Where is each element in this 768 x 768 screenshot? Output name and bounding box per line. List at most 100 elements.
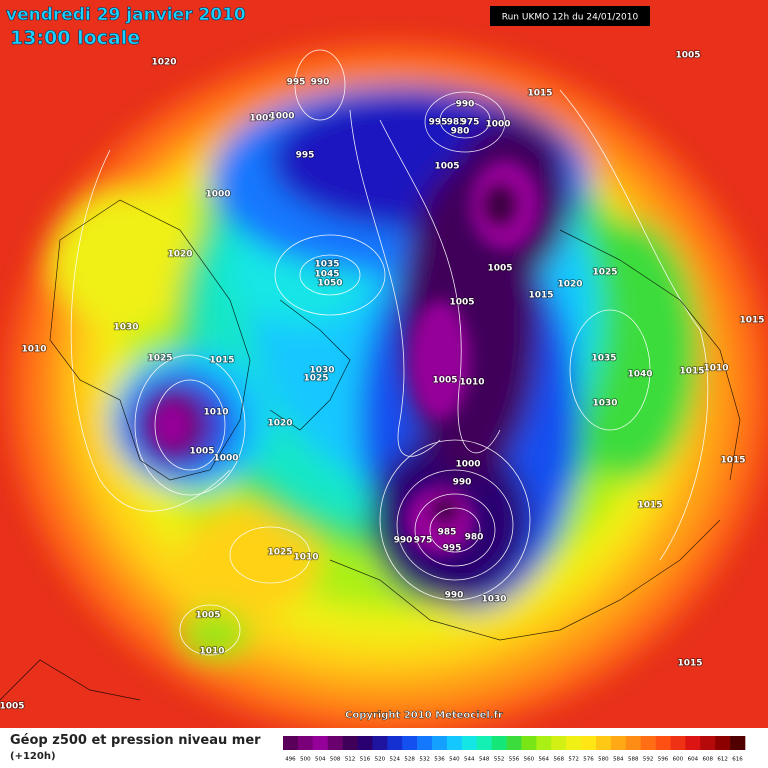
legend-label: 512 <box>345 757 356 763</box>
isobar-label: 1005 <box>449 298 474 308</box>
isobar-label: 1030 <box>481 595 506 605</box>
legend-swatch <box>432 736 448 750</box>
isobar-label: 1015 <box>679 367 704 377</box>
legend-swatch <box>372 736 388 750</box>
legend-label: 556 <box>509 757 520 763</box>
legend-swatch <box>730 736 746 750</box>
isobar-label: 995 <box>287 78 306 88</box>
isobar-label: 1005 <box>195 611 220 621</box>
legend-label: 572 <box>568 757 579 763</box>
legend-label: 576 <box>583 757 594 763</box>
isobar-label: 990 <box>445 591 464 601</box>
isobar-label: 1020 <box>167 250 192 260</box>
run-label: Run UKMO 12h du 24/01/2010 <box>502 13 639 23</box>
field <box>0 0 768 735</box>
copyright: Copyright 2010 Meteociel.fr <box>345 710 503 721</box>
legend-label: 612 <box>717 757 728 763</box>
legend-label: 596 <box>658 757 669 763</box>
isobar-label: 995 <box>443 544 462 554</box>
legend-label: 540 <box>449 757 460 763</box>
isobar-label: 1025 <box>147 354 172 364</box>
legend-swatch <box>610 736 627 750</box>
legend-swatch <box>283 736 299 750</box>
isobar-label: 1000 <box>269 112 294 122</box>
legend-label: 580 <box>598 757 609 763</box>
isobar-label: 1015 <box>209 356 234 366</box>
time-title: 13:00 locale <box>10 27 140 49</box>
legend-swatch <box>536 736 552 750</box>
legend-swatch <box>461 736 478 750</box>
isobar-label: 1010 <box>459 378 484 388</box>
isobar-label: 1015 <box>528 291 553 301</box>
legend-swatch <box>476 736 492 750</box>
legend-swatch <box>342 736 358 750</box>
isobar-label: 1010 <box>203 408 228 418</box>
legend-label: 544 <box>464 757 475 763</box>
legend-swatch <box>640 736 656 750</box>
legend-swatch <box>417 736 433 750</box>
legend-swatch <box>670 736 686 750</box>
footer-title: Géop z500 et pression niveau mer <box>10 733 261 748</box>
isobar-label: 1005 <box>189 447 214 457</box>
isobar-label: 1005 <box>487 264 512 274</box>
legend-label: 496 <box>285 757 296 763</box>
isobar-label: 990 <box>456 100 475 110</box>
isobar-label: 985 <box>447 118 466 128</box>
isobar-label: 1000 <box>455 460 480 470</box>
isobar-label: 1020 <box>557 280 582 290</box>
isobar-label: 1045 <box>314 270 339 280</box>
legend-swatch <box>402 736 418 750</box>
isobar-label: 1010 <box>21 345 46 355</box>
legend-label: 520 <box>375 757 386 763</box>
isobar-label: 1000 <box>205 190 230 200</box>
legend-label: 600 <box>673 757 684 763</box>
legend-swatch <box>327 736 343 750</box>
legend-swatch <box>625 736 641 750</box>
legend-label: 508 <box>330 757 341 763</box>
isobar-label: 1005 <box>434 162 459 172</box>
legend-label: 568 <box>553 757 564 763</box>
isobar-label: 995 <box>296 151 315 161</box>
legend-label: 528 <box>404 757 415 763</box>
isobar-label: 1010 <box>199 647 224 657</box>
isobar-label: 1025 <box>592 268 617 278</box>
legend-swatch <box>655 736 671 750</box>
legend-label: 532 <box>419 757 430 763</box>
isobar-label: 1005 <box>249 114 274 124</box>
legend-label: 536 <box>434 757 445 763</box>
isobar-label: 1020 <box>151 58 176 68</box>
isobar-label: 1015 <box>720 456 745 466</box>
isobar-label: 1035 <box>314 260 339 270</box>
isobar-label: 1025 <box>267 548 292 558</box>
isobar-label: 1005 <box>432 376 457 386</box>
legend-label: 588 <box>628 757 639 763</box>
isobar-label: 975 <box>414 536 433 546</box>
footer-lead: (+120h) <box>10 751 56 762</box>
legend-label: 592 <box>643 757 654 763</box>
legend-label: 504 <box>315 757 326 763</box>
isobar-label: 1030 <box>113 323 138 333</box>
isobar-label: 1010 <box>703 364 728 374</box>
isobar-label: 995 <box>429 118 448 128</box>
isobar-label: 1015 <box>637 501 662 511</box>
legend-swatch <box>700 736 716 750</box>
isobar-label: 1040 <box>627 370 652 380</box>
legend-swatch <box>521 736 537 750</box>
legend-swatch <box>446 736 463 750</box>
isobar-label: 1005 <box>0 702 25 712</box>
legend-label: 548 <box>479 757 490 763</box>
legend-swatch <box>581 736 597 750</box>
isobar-label: 1005 <box>675 51 700 61</box>
isobar-lines <box>70 49 709 656</box>
legend-label: 500 <box>300 757 311 763</box>
isobar-label: 1025 <box>303 374 328 384</box>
run-box <box>490 6 650 26</box>
isobar-label: 1000 <box>485 120 510 130</box>
isobar-label: 1015 <box>527 89 552 99</box>
legend-swatch <box>357 736 373 750</box>
isobar-label: 1035 <box>591 354 616 364</box>
coastlines <box>0 199 741 701</box>
isobar-label: 990 <box>394 536 413 546</box>
isobar-label: 1050 <box>317 279 342 289</box>
